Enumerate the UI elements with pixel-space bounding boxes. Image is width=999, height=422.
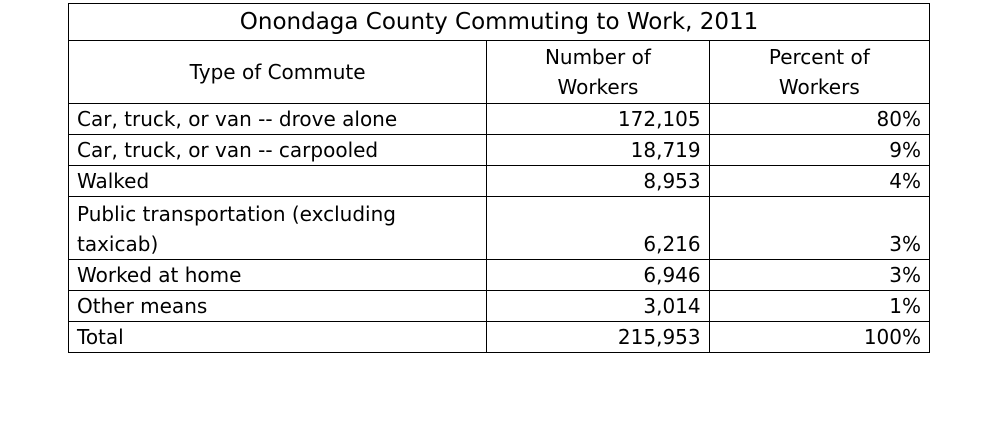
commute-type-cell: Other means (67, 290, 488, 322)
workers-percent-cell: 9% (708, 134, 931, 166)
table-row: Public transportation (excluding taxicab… (67, 196, 931, 260)
column-header-type: Type of Commute (67, 40, 488, 104)
workers-percent-cell: 3% (708, 259, 931, 291)
table-row: Car, truck, or van -- drove alone 172,105… (67, 103, 931, 135)
table-row: Total 215,953 100% (67, 321, 931, 353)
workers-percent-cell: 3% (708, 196, 931, 260)
workers-count-cell: 6,946 (486, 259, 710, 291)
commute-type-cell: Total (67, 321, 488, 353)
table-row: Walked 8,953 4% (67, 165, 931, 197)
table-title: Onondaga County Commuting to Work, 2011 (68, 3, 930, 41)
commute-type-cell: Car, truck, or van -- carpooled (67, 134, 488, 166)
commuting-table: Onondaga County Commuting to Work, 2011 … (67, 3, 931, 353)
commute-type-cell: Walked (67, 165, 488, 197)
commute-type-cell: Worked at home (67, 259, 488, 291)
workers-percent-cell: 4% (708, 165, 931, 197)
workers-count-cell: 8,953 (486, 165, 710, 197)
workers-percent-cell: 1% (708, 290, 931, 322)
column-header-workers: Number of Workers (486, 40, 710, 104)
header-row: Type of Commute Number of Workers Percen… (67, 40, 931, 104)
table-row: Worked at home 6,946 3% (67, 259, 931, 291)
workers-count-cell: 3,014 (486, 290, 710, 322)
commute-type-cell: Car, truck, or van -- drove alone (67, 103, 488, 135)
commute-type-cell: Public transportation (excluding taxicab… (67, 196, 488, 260)
workers-count-cell: 172,105 (486, 103, 710, 135)
workers-count-cell: 18,719 (486, 134, 710, 166)
table-body: Car, truck, or van -- drove alone 172,105… (67, 103, 931, 353)
table-row: Other means 3,014 1% (67, 290, 931, 322)
table-row: Car, truck, or van -- carpooled 18,719 9% (67, 134, 931, 166)
workers-count-cell: 215,953 (486, 321, 710, 353)
title-row: Onondaga County Commuting to Work, 2011 (68, 3, 930, 41)
column-header-percent: Percent of Workers (708, 40, 931, 104)
workers-count-cell: 6,216 (486, 196, 710, 260)
workers-percent-cell: 80% (708, 103, 931, 135)
workers-percent-cell: 100% (708, 321, 931, 353)
